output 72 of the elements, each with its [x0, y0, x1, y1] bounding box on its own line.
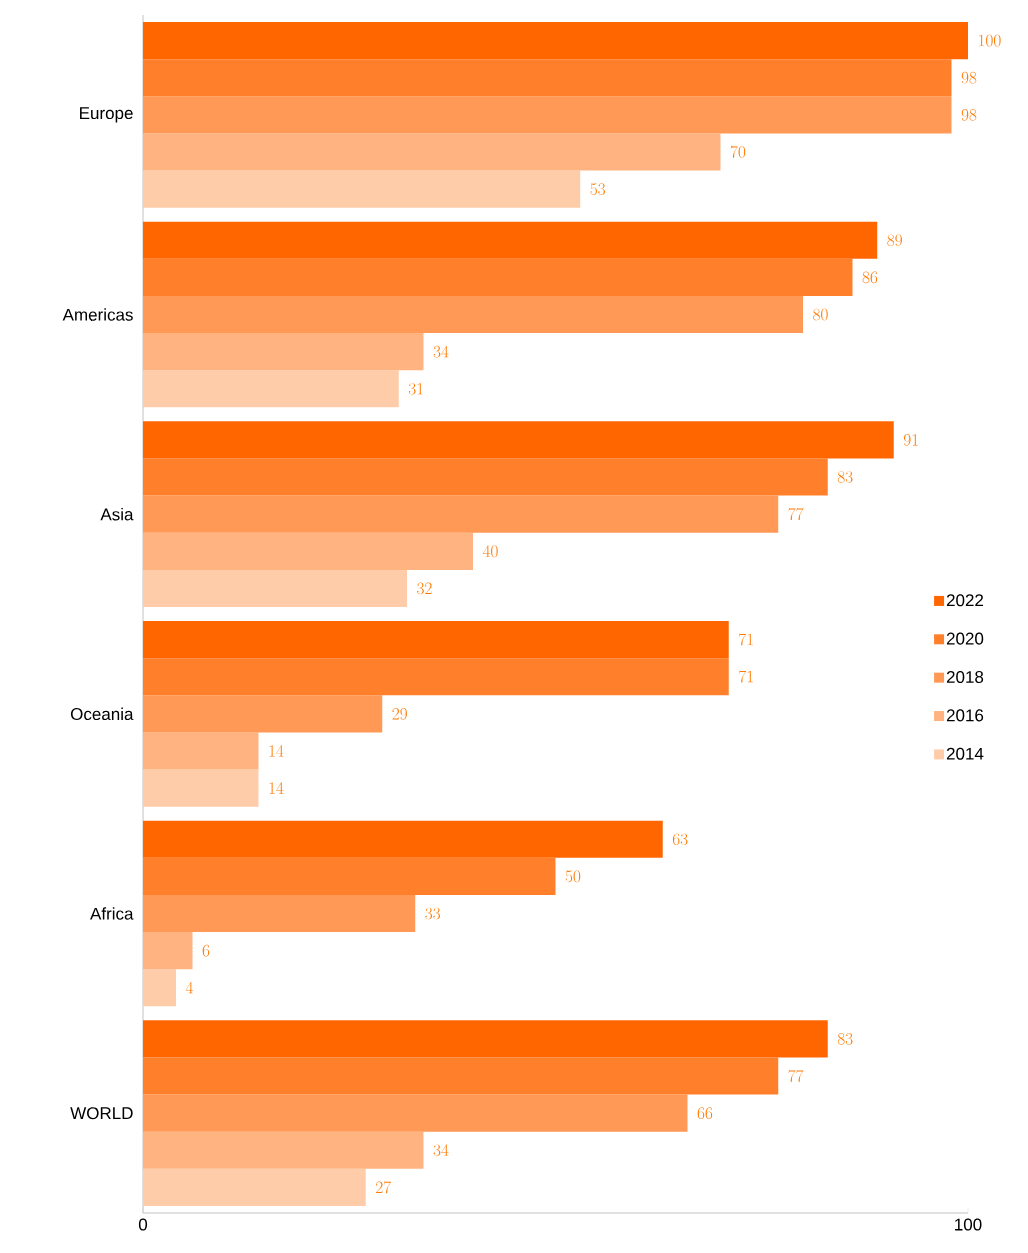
- data-label: 77: [788, 508, 804, 521]
- bar: [143, 569, 407, 608]
- data-label: 98: [961, 109, 977, 121]
- data-label: 89: [887, 234, 902, 247]
- bar: [143, 695, 383, 733]
- legend-label: 2022: [946, 594, 984, 607]
- data-label: 31: [408, 382, 423, 395]
- bar: [143, 1131, 424, 1169]
- bar: [143, 932, 193, 970]
- data-label: 34: [433, 1144, 449, 1157]
- x-tick-label: 0: [138, 1218, 148, 1231]
- data-label: 71: [739, 670, 753, 683]
- legend-label: 2020: [946, 632, 984, 645]
- bar: [143, 732, 259, 770]
- bar: [143, 333, 424, 371]
- data-label: 70: [730, 145, 746, 158]
- bar: [143, 295, 803, 334]
- bar: [143, 969, 176, 1007]
- y-tick-label: WORLD: [70, 1107, 133, 1120]
- data-label: 50: [565, 870, 581, 883]
- bar: [143, 96, 952, 134]
- data-label: 80: [813, 308, 828, 321]
- bar: [143, 532, 473, 570]
- data-label: 63: [672, 833, 688, 846]
- bar: [143, 458, 828, 496]
- bar: [143, 820, 663, 858]
- data-label: 98: [961, 71, 977, 84]
- bar: [143, 1094, 688, 1132]
- y-tick-label: Oceania: [70, 707, 134, 721]
- data-label: 40: [482, 545, 498, 558]
- legend-label: 2016: [946, 709, 984, 722]
- bar: [143, 421, 894, 459]
- legend-label: 2018: [946, 670, 984, 684]
- bar: [143, 769, 259, 807]
- data-label: 53: [590, 183, 606, 195]
- bar: [143, 170, 581, 208]
- bar: [143, 22, 968, 60]
- data-label: 77: [788, 1069, 804, 1082]
- data-label: 34: [433, 345, 449, 358]
- data-label: 83: [837, 1033, 853, 1045]
- data-label: 27: [375, 1181, 391, 1194]
- bar: [143, 59, 952, 97]
- bar: [143, 894, 416, 933]
- data-label: 91: [903, 434, 918, 446]
- bar: [143, 258, 853, 296]
- bar: [143, 857, 556, 895]
- legend-label: 2014: [946, 747, 984, 760]
- y-tick-label: Africa: [90, 907, 134, 920]
- bar: [143, 1168, 366, 1206]
- data-label: 4: [185, 981, 194, 994]
- data-label: 14: [269, 782, 284, 794]
- y-tick-label: Americas: [62, 308, 133, 321]
- data-label: 66: [697, 1107, 713, 1120]
- data-label: 86: [862, 271, 878, 284]
- data-label: 6: [202, 944, 210, 957]
- y-tick-label: Europe: [80, 107, 133, 123]
- bar: [143, 1057, 779, 1095]
- data-label: 32: [417, 582, 432, 595]
- bar: [143, 621, 729, 659]
- bar: [143, 133, 721, 171]
- bar: [143, 370, 399, 408]
- data-label: 71: [739, 633, 753, 646]
- data-label: 83: [837, 471, 853, 483]
- bar: [143, 495, 779, 533]
- y-tick-label: Asia: [100, 507, 134, 521]
- bar: [143, 658, 729, 696]
- bar: [143, 221, 878, 259]
- bar: [143, 1020, 828, 1058]
- data-label: 14: [269, 744, 284, 757]
- data-label: 29: [392, 707, 407, 720]
- data-label: 33: [425, 907, 441, 920]
- data-label: 100: [979, 34, 1001, 47]
